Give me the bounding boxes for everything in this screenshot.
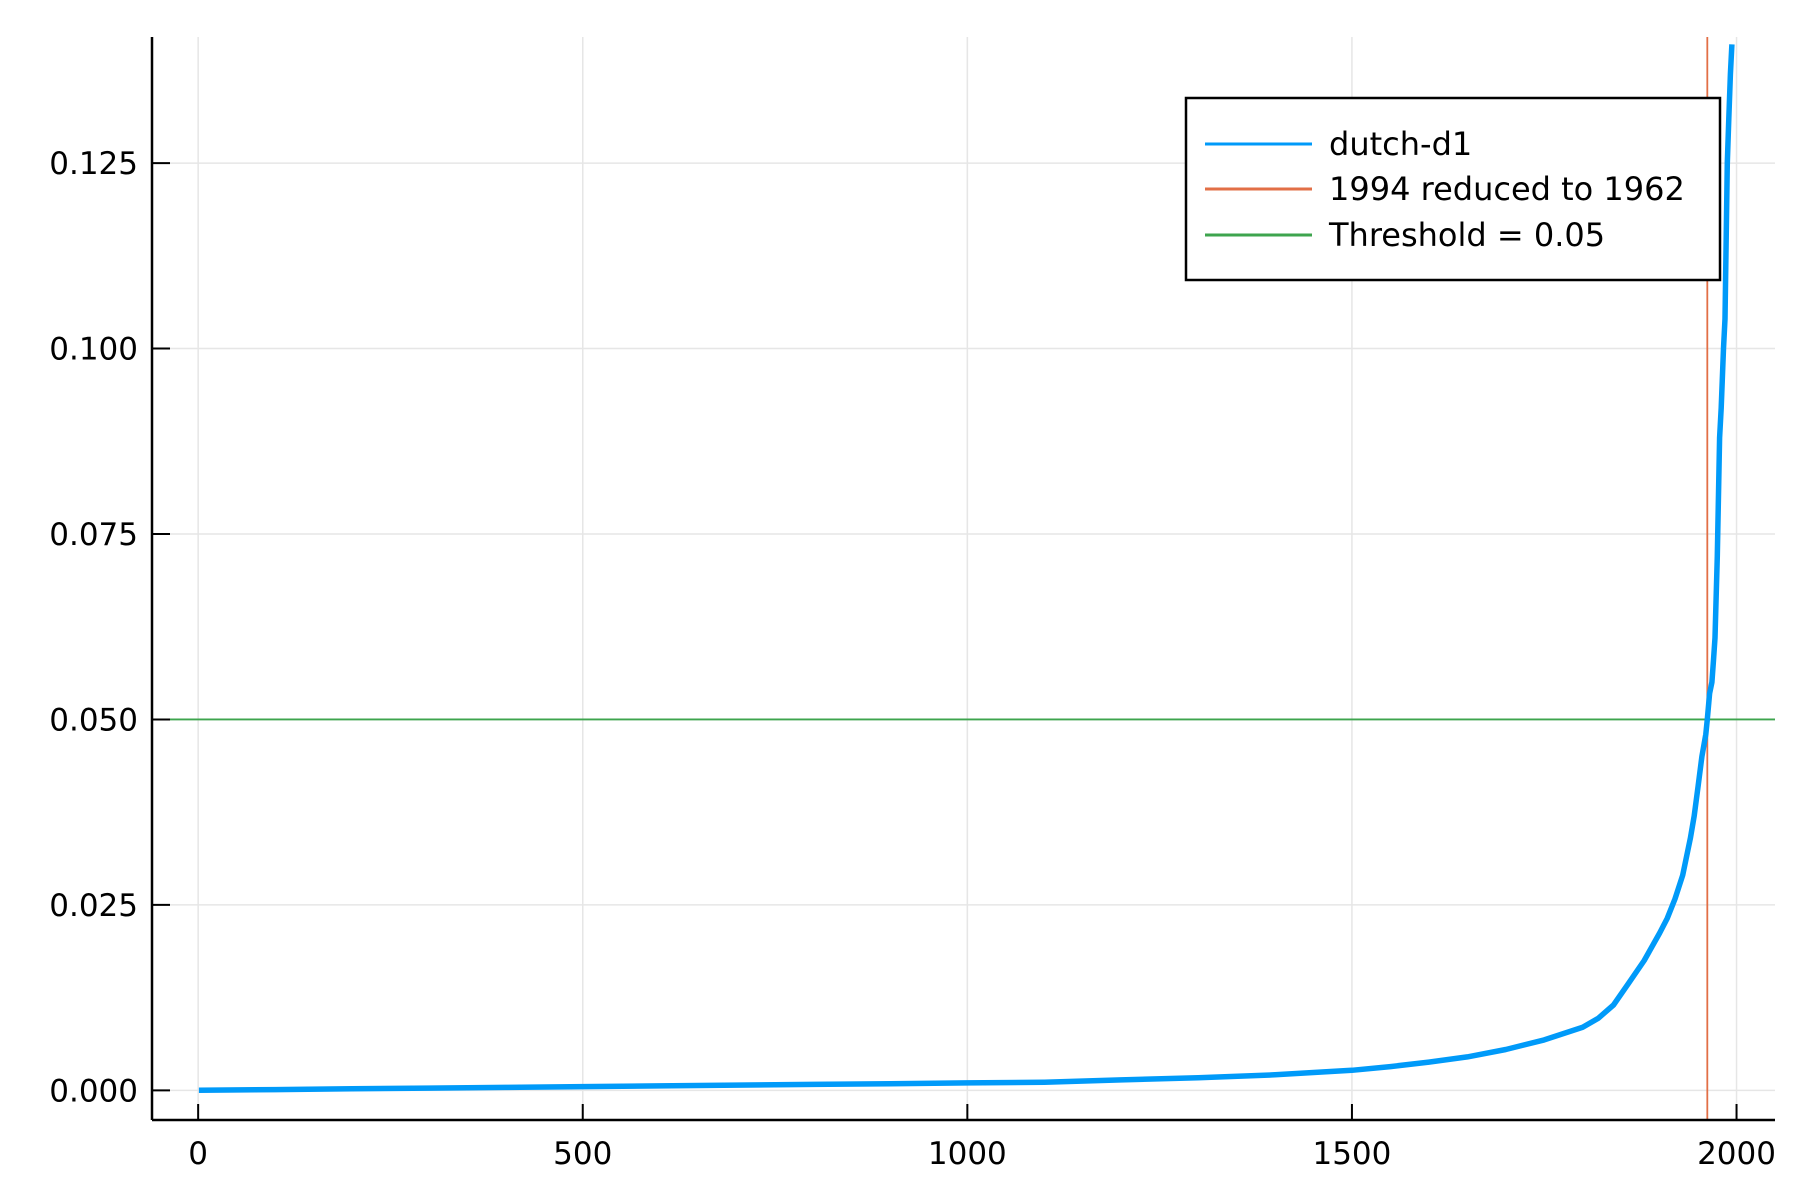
- series-line-0: [198, 44, 1735, 1094]
- y-tick-label: 0.075: [49, 517, 138, 553]
- y-tick-label: 0.125: [49, 146, 138, 182]
- tick-layer: 0 500 1000 1500 2000 0.000 0.025 0.050 0.075 0.10…: [49, 146, 1776, 1172]
- x-tick-label: 500: [553, 1136, 612, 1172]
- x-tick-label: 2000: [1697, 1136, 1776, 1172]
- y-tick-label: 0.050: [49, 702, 138, 738]
- legend-label-series: dutch-d1: [1329, 125, 1472, 163]
- x-tick-label: 1500: [1312, 1136, 1391, 1172]
- x-tick-label: 0: [188, 1136, 208, 1172]
- legend: dutch-d1 1994 reduced to 1962 Threshold …: [1184, 96, 1722, 282]
- x-tick-label: 1000: [928, 1136, 1007, 1172]
- y-tick-label: 0.000: [49, 1073, 138, 1109]
- legend-label-vline: 1994 reduced to 1962: [1329, 170, 1685, 208]
- legend-label-hline: Threshold = 0.05: [1328, 216, 1605, 254]
- y-tick-label: 0.025: [49, 888, 138, 924]
- axes-layer: [150, 37, 1775, 1122]
- series-layer: [198, 44, 1735, 1094]
- y-tick-label: 0.100: [49, 332, 138, 368]
